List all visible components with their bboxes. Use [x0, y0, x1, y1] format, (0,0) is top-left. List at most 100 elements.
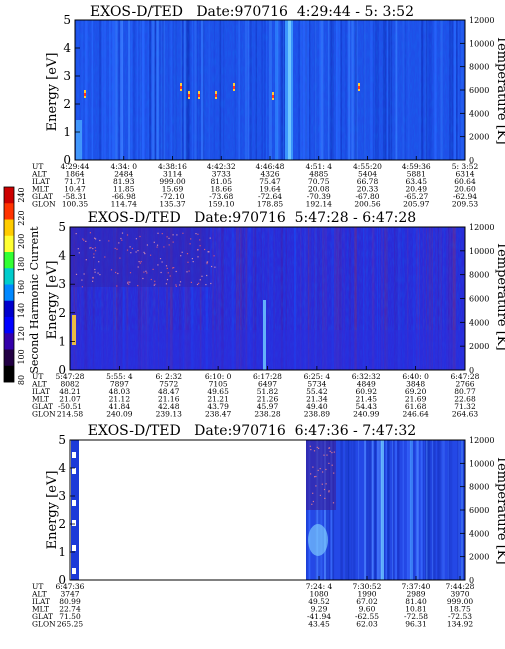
speckle [192, 261, 194, 263]
ephemeris-cell: 238.47 [205, 410, 231, 419]
ephemeris-cell: 43.79 [207, 402, 229, 411]
panel-3-y2tick-label: 2000 [469, 553, 489, 562]
speckle [140, 261, 142, 263]
ephemeris-cell: 6:25: 4 [304, 372, 331, 381]
ephemeris-cell: 238.28 [254, 410, 280, 419]
ephemeris-cell: 178.85 [257, 200, 283, 209]
ephemeris-cell: 21.34 [306, 395, 328, 404]
speckle [129, 272, 132, 274]
ephemeris-cell: 3114 [163, 170, 182, 179]
speckle [92, 276, 94, 279]
panel-2: EXOS-D/TED Date:970716 5:47:28 - 6:47:28… [31, 210, 505, 419]
ephemeris-cell: 4:38:16 [158, 162, 187, 171]
dim-region [306, 440, 336, 510]
speckle [78, 252, 80, 254]
speckle [325, 483, 327, 485]
ephemeris-cell: 4:29:44 [61, 162, 90, 171]
ephemeris-cell: 51.82 [257, 387, 279, 396]
spectrogram-streak [449, 440, 451, 580]
hot-pixel-core [188, 94, 190, 97]
speckle [166, 236, 168, 238]
speckle [314, 476, 316, 478]
speckle [127, 281, 129, 283]
spectrogram-streak [443, 440, 445, 580]
speckle [333, 472, 335, 474]
ephemeris-cell: 45.97 [257, 402, 279, 411]
spectrogram-streak [379, 440, 383, 580]
ephemeris-row-label: UT [32, 372, 43, 381]
colorbar-swatch [4, 300, 14, 318]
ephemeris-cell: 49.40 [306, 402, 328, 411]
ephemeris-cell: 8082 [60, 380, 79, 389]
ephemeris-cell: 2989 [406, 590, 425, 599]
panel-3-y2ticks: 0 2000 4000 6000 8000 10000 12000 [460, 436, 494, 585]
speckle [116, 285, 118, 287]
speckle [191, 258, 193, 260]
ephemeris-row-label: MLT [32, 395, 49, 404]
speckle [117, 272, 119, 275]
spectrogram-streak [395, 440, 397, 580]
panel-1-y2tick-label: 0 [469, 156, 474, 165]
panel-1-ytick-label: 1 [63, 125, 71, 139]
panel-3: EXOS-D/TED Date:970716 6:47:36 - 7:47:32… [31, 423, 505, 629]
spectrogram-streak [364, 440, 367, 580]
ephemeris-cell: 9.60 [359, 605, 376, 614]
ephemeris-cell: 3970 [450, 590, 469, 599]
panel-2-ytick-label: 1 [58, 334, 66, 348]
low-energy-band [70, 330, 465, 370]
ephemeris-row-label: ILAT [32, 177, 50, 186]
speckle [143, 271, 145, 273]
ephemeris-cell: 80.77 [454, 387, 476, 396]
spectrogram-streak [367, 440, 370, 580]
ephemeris-cell: 60.92 [356, 387, 378, 396]
speckle [98, 261, 100, 263]
hot-pixel-core [84, 93, 86, 96]
speckle [156, 244, 159, 246]
ephemeris-cell: 2766 [455, 380, 474, 389]
ephemeris-cell: -72.58 [404, 612, 428, 621]
hot-pixel-core [180, 86, 182, 89]
speckle [146, 244, 148, 246]
speckle [116, 248, 118, 250]
speckle [157, 264, 159, 266]
speckle [157, 232, 159, 234]
spectrogram-streak [346, 440, 348, 580]
speckle [190, 281, 192, 283]
speckle [119, 257, 121, 259]
speckle [138, 261, 140, 263]
panel-1-y2tick-label: 12000 [469, 16, 494, 25]
ephemeris-cell: 6:32:32 [352, 372, 381, 381]
panel-2-ytick-label: 2 [58, 306, 66, 320]
colorbar-swatch [4, 268, 14, 285]
ephemeris-cell: 18.66 [211, 185, 233, 194]
speckle [214, 266, 216, 268]
ephemeris-cell: 4:42:32 [207, 162, 236, 171]
spectrogram-streak [447, 440, 449, 580]
speckle [131, 247, 133, 250]
ephemeris-cell: 4326 [260, 170, 279, 179]
ephemeris-cell: 135.37 [159, 200, 185, 209]
speckle [161, 233, 163, 235]
panel-2-y2tick-label: 4000 [469, 318, 489, 327]
panel-1-ytick-label: 0 [63, 153, 71, 167]
panel-3-ytick-label: 1 [58, 545, 66, 559]
speckle [332, 502, 335, 504]
speckle [322, 471, 324, 473]
speckle [333, 451, 335, 453]
ephemeris-cell: 246.64 [403, 410, 429, 419]
speckle [310, 473, 312, 475]
ephemeris-cell: 20.08 [308, 185, 330, 194]
speckle [94, 247, 96, 249]
panel-1-plot-area [74, 19, 466, 161]
speckle [153, 241, 155, 243]
ephemeris-cell: 7:37:40 [402, 582, 431, 591]
panel-1-ytick-label: 5 [63, 13, 71, 27]
ephemeris-cell: 6497 [258, 380, 277, 389]
speckle [118, 242, 120, 244]
panel-3-ylabel: Energy [eV] [45, 471, 60, 550]
ephemeris-cell: 62.03 [356, 620, 378, 629]
speckle [176, 234, 178, 236]
